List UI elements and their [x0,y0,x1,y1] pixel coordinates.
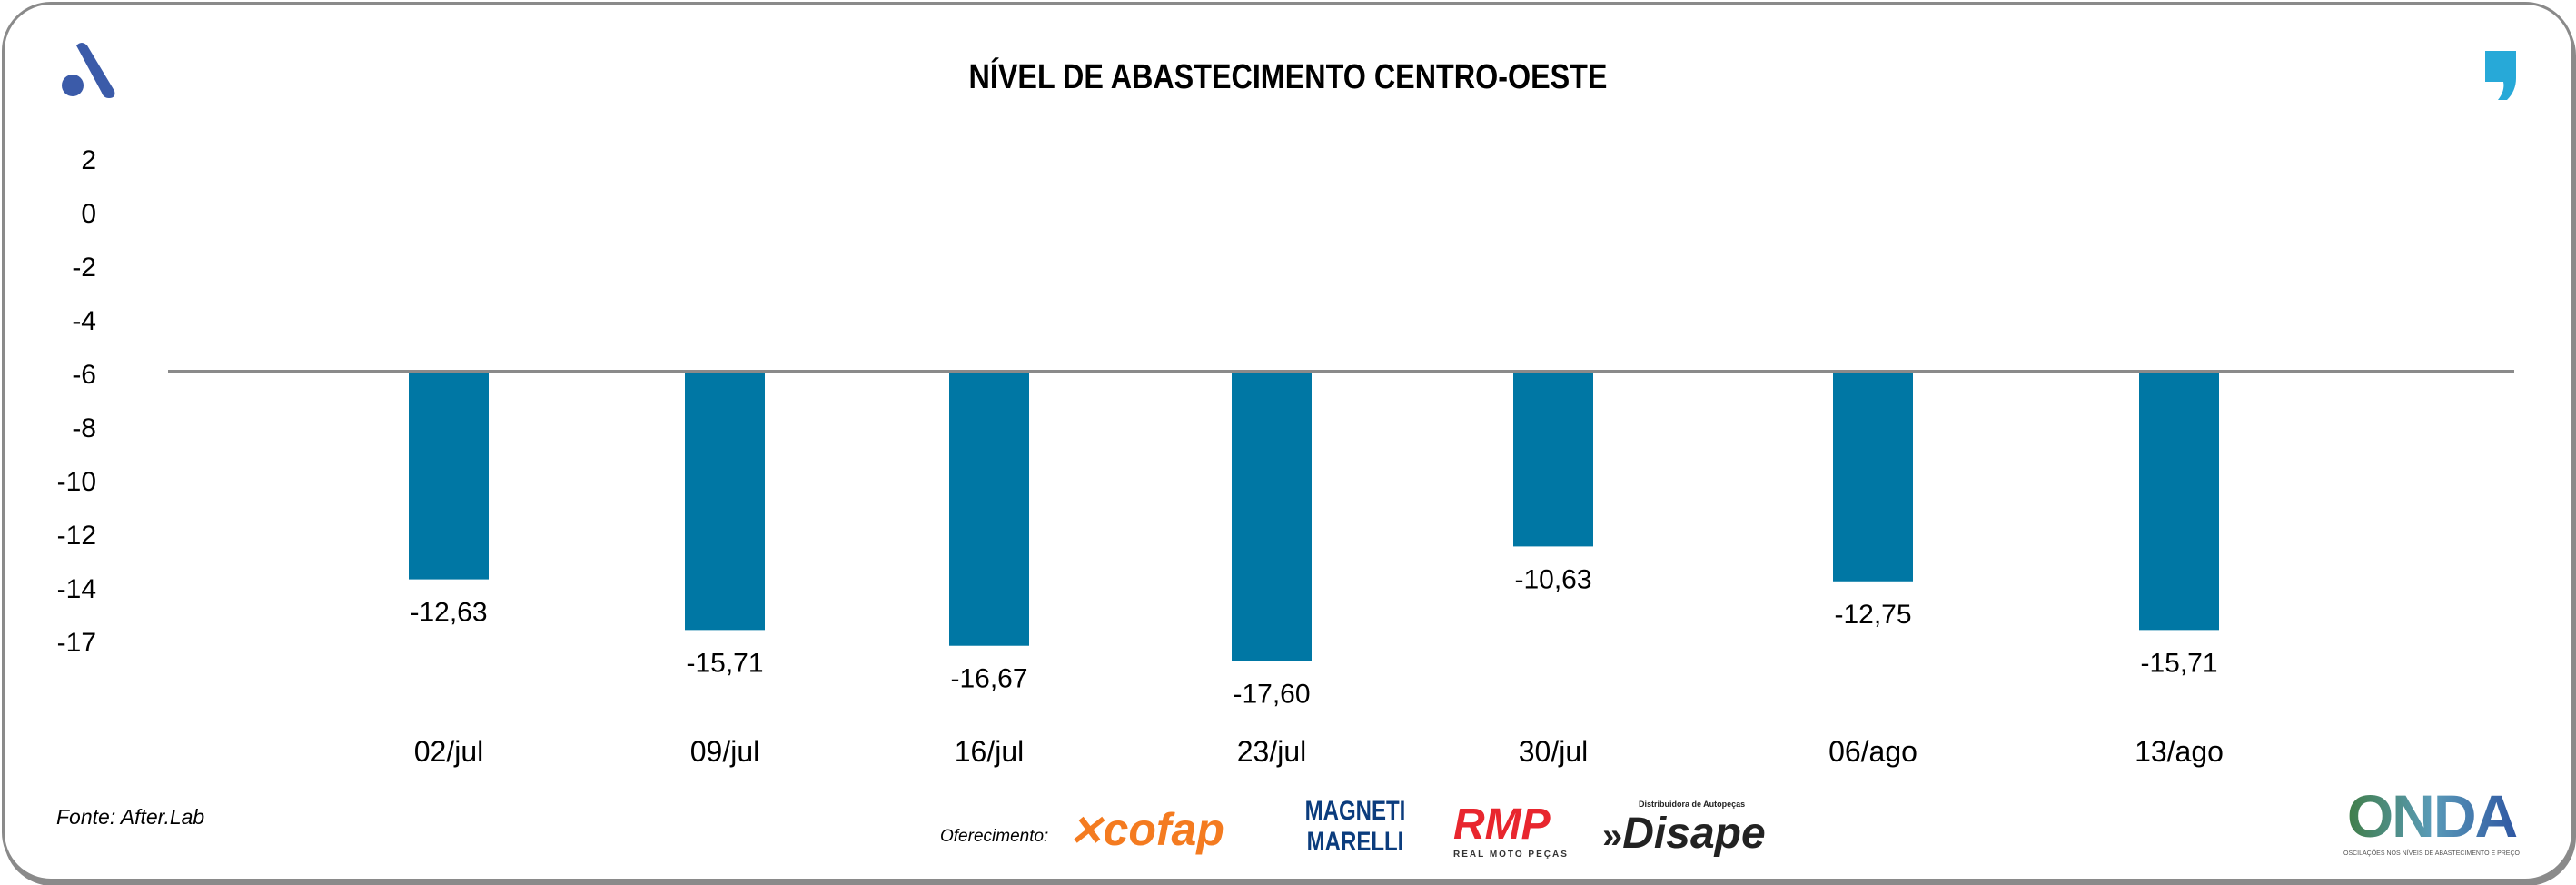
y-tick-label: -14 [57,574,96,604]
y-tick-label: -17 [57,628,96,658]
disape-subtext: Distribuidora de Autopeças [1639,800,1746,809]
data-label: -12,75 [1834,600,1911,630]
onda-logo-text: ONDA [2336,781,2527,850]
cofap-logo: ✕cofap [1068,804,1224,855]
rmp-logo-text: RMP [1453,800,1551,849]
rmp-logo: RMP REAL MOTO PEÇAS [1453,800,1569,860]
bar [1833,372,1913,582]
y-tick-label: -2 [72,253,96,283]
source-note: Fonte: After.Lab [56,805,205,829]
bar-chart: 2 0 -2 -4 -6 -8 -10 -12 -14 -17 -12,63 02/jul -15,71… [57,145,2514,768]
bar [1232,372,1312,661]
x-tick-label: 23/jul [1237,735,1307,768]
sponsor-label: Oferecimento: [940,827,1049,846]
onda-logo: ONDA OSCILAÇÕES NOS NÍVEIS DE ABASTECIME… [2336,781,2527,857]
bar [2139,372,2219,631]
data-label: -16,67 [950,664,1027,694]
data-label: -12,63 [410,598,487,628]
y-tick-label: -10 [57,467,96,497]
data-label: -10,63 [1514,564,1591,594]
cofap-logo-text: cofap [1103,804,1224,855]
x-tick-label: 30/jul [1519,735,1589,768]
x-tick-label: 13/ago [2135,735,2224,768]
quote-logo-icon [2485,51,2516,100]
y-tick-label: 0 [81,199,96,229]
data-label: -17,60 [1233,680,1310,710]
disape-logo: Distribuidora de Autopeças »Disape [1602,800,1766,858]
x-tick-label: 06/ago [1828,735,1917,768]
x-tick-label: 02/jul [414,735,484,768]
onda-tagline: OSCILAÇÕES NOS NÍVEIS DE ABASTECIMENTO E… [2343,850,2520,857]
y-tick-label: 2 [81,145,96,175]
y-tick-label: -6 [72,360,96,390]
magneti-marelli-logo: MAGNETI MARELLI [1304,796,1406,857]
bar [949,372,1029,646]
app-logo-icon [62,43,115,98]
chart-title: NÍVEL DE ABASTECIMENTO CENTRO-OESTE [968,58,1608,96]
bar [409,372,489,580]
data-label: -15,71 [2140,648,2217,678]
y-tick-label: -8 [72,413,96,443]
rmp-subtext: REAL MOTO PEÇAS [1453,850,1569,860]
x-tick-label: 09/jul [690,735,760,768]
bar [685,372,765,631]
data-label: -15,71 [686,648,763,678]
x-tick-label: 16/jul [955,735,1025,768]
y-tick-label: -12 [57,521,96,551]
y-tick-label: -4 [72,306,96,336]
disape-logo-text: Disape [1622,810,1766,858]
bar [1513,372,1593,547]
